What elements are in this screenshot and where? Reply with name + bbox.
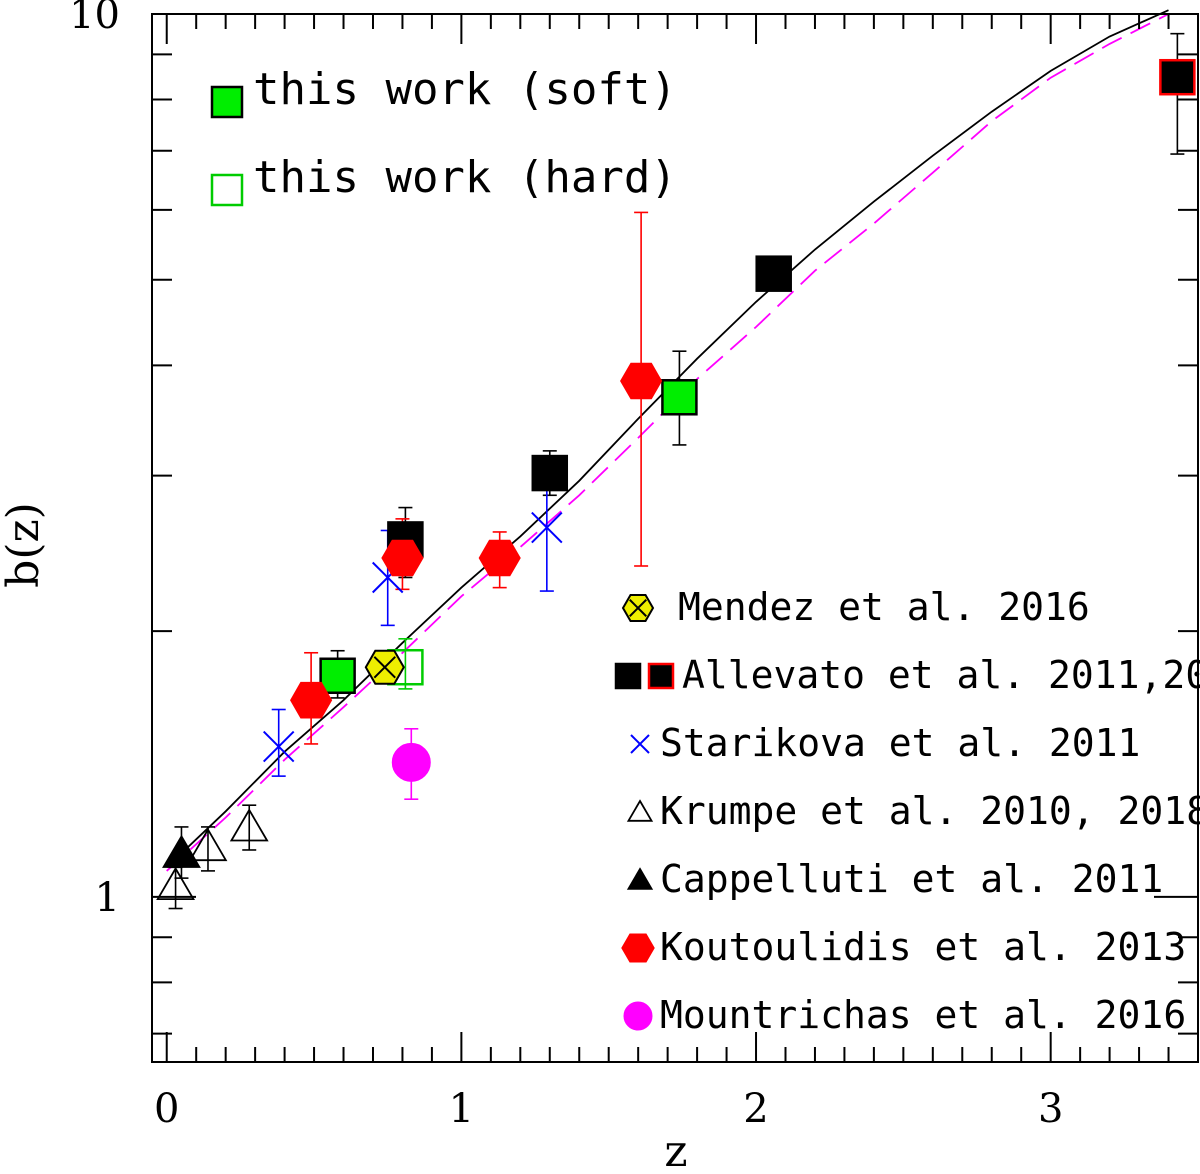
starikova-et-al-2011-point <box>531 511 563 544</box>
legend-allevato-marker <box>614 662 642 690</box>
legend-mountrichas-marker <box>623 1001 653 1031</box>
tick-labels: 0 1 2 3 1 10 <box>69 0 1063 1132</box>
mountrichas-et-al-2016-point <box>391 742 431 782</box>
legend-krumpe-label: Krumpe et al. 2010, 2018 <box>660 789 1200 833</box>
legend-koutoulidis-marker <box>621 933 655 963</box>
koutoulidis-et-al-2013-point <box>290 681 333 719</box>
koutoulidis-et-al-2013-point <box>381 539 424 577</box>
legend-cappelluti-marker <box>626 867 654 890</box>
legend-mountrichas-label: Mountrichas et al. 2016 <box>660 993 1186 1037</box>
legend-allevato-label: Allevato et al. 2011,2016 <box>682 653 1200 697</box>
y-axis-label: b(z) <box>0 502 49 588</box>
legend-top: this work (soft) this work (hard) <box>210 64 677 207</box>
legend-starikova-label: Starikova et al. 2011 <box>660 721 1140 765</box>
legend-mendez-label: Mendez et al. 2016 <box>678 585 1090 629</box>
koutoulidis-et-al-2013-point <box>478 539 521 577</box>
legend-cappelluti-label: Cappelluti et al. 2011 <box>660 857 1163 901</box>
legend-soft-marker <box>210 85 244 119</box>
x-tick-label: 0 <box>154 1086 179 1132</box>
y-tick-label: 10 <box>69 0 120 38</box>
data-markers <box>156 58 1196 901</box>
koutoulidis-et-al-2013-point <box>620 362 663 400</box>
legend-allevato-red-marker <box>647 662 675 690</box>
allevato-et-al-2011-2016-point <box>531 454 569 492</box>
legend-bottom: Mendez et al. 2016 Allevato et al. 2011,2… <box>614 585 1200 1037</box>
legend-krumpe-marker <box>626 799 654 822</box>
legend-soft-label: this work (soft) <box>253 64 677 115</box>
legend-hard-label: this work (hard) <box>253 152 677 203</box>
x-tick-label: 2 <box>743 1086 768 1132</box>
legend-mendez-marker <box>621 594 655 622</box>
x-tick-label: 1 <box>449 1086 474 1132</box>
legend-mendez-marker-cross <box>629 599 647 617</box>
allevato-et-al-2011-2016-point <box>755 255 792 292</box>
krumpe-et-al-2010-2018-point <box>156 866 195 901</box>
krumpe-et-al-2010-2018-point <box>188 827 228 862</box>
axis-ticks <box>152 13 1198 1062</box>
y-tick-label: 1 <box>95 875 120 921</box>
this-work-soft-point <box>661 379 698 416</box>
starikova-et-al-2011-point <box>262 730 295 763</box>
krumpe-et-al-2010-2018-point <box>229 808 269 842</box>
legend-koutoulidis-label: Koutoulidis et al. 2013 <box>660 925 1186 969</box>
legend-starikova-marker <box>630 734 650 754</box>
x-axis-label: z <box>664 1126 687 1174</box>
starikova-et-al-2011-point-stroke <box>262 730 295 763</box>
cappelluti-et-al-2011-point <box>162 834 201 868</box>
mendez-et-al-2016-point <box>364 649 405 685</box>
starikova-et-al-2011-point-stroke <box>531 511 563 544</box>
legend-hard-marker <box>210 173 244 207</box>
legend-starikova-marker-stroke <box>630 734 650 754</box>
this-work-soft-point <box>319 657 356 695</box>
plot-frame <box>151 13 1199 1063</box>
mendez-et-al-2016-point-cross <box>373 656 396 679</box>
allevato-et-al-2016-red-point <box>1159 58 1196 96</box>
x-tick-label: 3 <box>1038 1086 1063 1132</box>
